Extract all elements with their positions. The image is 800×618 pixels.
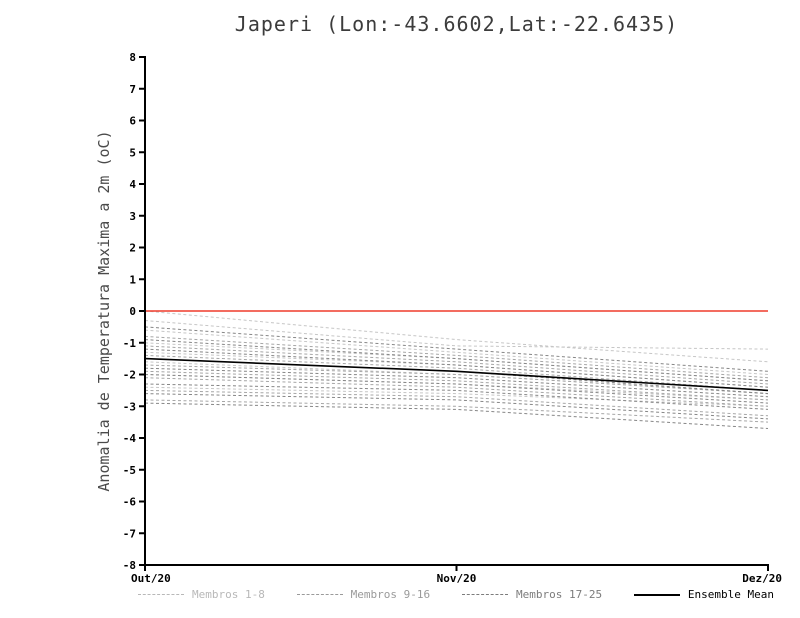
svg-text:3: 3 [129, 210, 136, 223]
svg-text:4: 4 [129, 178, 136, 191]
svg-text:2: 2 [129, 242, 136, 255]
svg-text:-3: -3 [123, 400, 136, 413]
svg-text:0: 0 [129, 305, 136, 318]
chart-title: Japeri (Lon:-43.6602,Lat:-22.6435) [234, 12, 679, 36]
svg-text:7: 7 [129, 83, 136, 96]
svg-text:5: 5 [129, 146, 136, 159]
svg-text:-1: -1 [123, 337, 137, 350]
legend-line-sample [633, 593, 680, 596]
legend-entry: Ensemble Mean [633, 588, 774, 601]
svg-text:Nov/20: Nov/20 [437, 572, 477, 585]
svg-text:-4: -4 [123, 432, 137, 445]
svg-text:-5: -5 [123, 464, 136, 477]
legend-entry: Membros 17-25 [461, 588, 603, 601]
svg-text:1: 1 [129, 273, 136, 286]
svg-text:6: 6 [129, 115, 136, 128]
svg-text:-7: -7 [123, 527, 136, 540]
svg-text:-6: -6 [123, 496, 137, 509]
legend-label: Membros 17-25 [515, 588, 603, 601]
svg-text:Dez/20: Dez/20 [742, 572, 782, 585]
legend-line-sample [138, 594, 184, 595]
legend-entry: Membros 1-8 [138, 588, 265, 601]
legend-label: Ensemble Mean [687, 588, 774, 601]
legend: Membros 1-8 Membros 9-16 Membros 17-25 E… [138, 588, 774, 601]
svg-text:Out/20: Out/20 [131, 572, 171, 585]
legend-entry: Membros 9-16 [296, 588, 431, 601]
svg-text:-2: -2 [123, 369, 136, 382]
svg-text:-8: -8 [123, 559, 136, 572]
legend-line-sample [461, 594, 508, 595]
svg-text:8: 8 [129, 51, 136, 64]
legend-label: Membros 1-8 [192, 588, 265, 601]
legend-line-sample [296, 594, 343, 595]
legend-label: Membros 9-16 [350, 588, 431, 601]
